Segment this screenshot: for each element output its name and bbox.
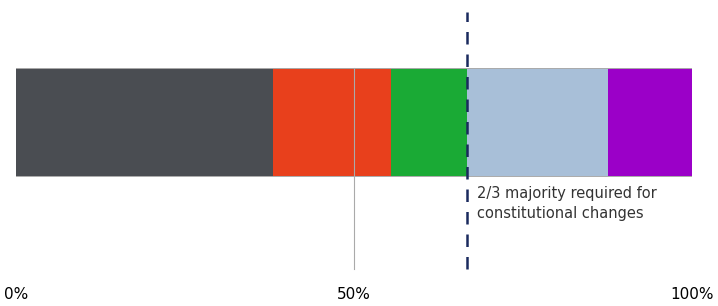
Text: 2/3 majority required for
constitutional changes: 2/3 majority required for constitutional… bbox=[477, 186, 657, 221]
Bar bbox=[607, 68, 692, 176]
Bar bbox=[17, 68, 273, 176]
Bar bbox=[273, 68, 391, 176]
Bar bbox=[391, 68, 467, 176]
Bar bbox=[467, 68, 607, 176]
